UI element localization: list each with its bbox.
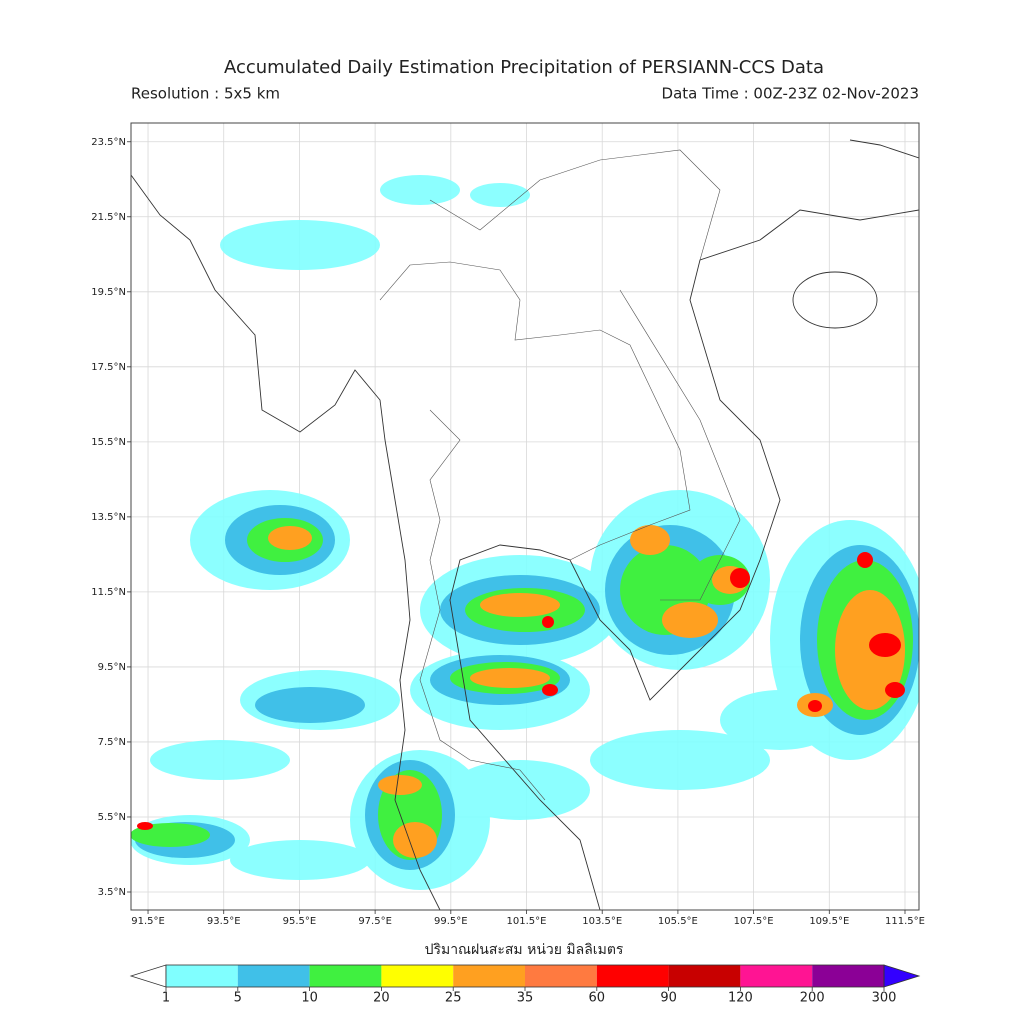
colorbar-segment: [381, 965, 454, 987]
coastline: [449, 209, 919, 910]
colorbar-tick-label: 200: [800, 991, 825, 1006]
colorbar-tick-label: 35: [517, 991, 534, 1006]
x-tick-label: 103.5°E: [582, 916, 622, 927]
colorbar-tick-label: 10: [301, 991, 318, 1006]
x-tick-label: 111.5°E: [885, 916, 925, 927]
colorbar-segment: [237, 965, 310, 987]
resolution: Resolution : 5x5 km: [131, 85, 280, 103]
rain-extreme: [137, 552, 905, 830]
x-tick-label: 99.5°E: [434, 916, 468, 927]
colorbar-under: [129, 964, 167, 988]
colorbar: 1 5 10 20 25 35 60 90 120 200 300: [129, 964, 921, 1006]
y-tick-label: 21.5°N: [91, 212, 126, 223]
x-tick-label: 109.5°E: [809, 916, 849, 927]
y-tick-label: 19.5°N: [91, 287, 126, 298]
y-tick-label: 11.5°N: [91, 587, 126, 598]
precipitation: [131, 175, 919, 890]
island: [792, 271, 878, 329]
colorbar-segment: [166, 965, 238, 987]
y-tick-label: 3.5°N: [98, 887, 126, 898]
data-time: Data Time : 00Z-23Z 02-Nov-2023: [662, 85, 919, 103]
colorbar-tick-label: 60: [589, 991, 606, 1006]
colorbar-tick-label: 90: [660, 991, 677, 1006]
colorbar-segment: [453, 965, 525, 987]
x-tick-label: 97.5°E: [358, 916, 392, 927]
colorbar-tick-label: 5: [234, 991, 242, 1006]
colorbar-segment: [668, 965, 741, 987]
y-tick-label: 17.5°N: [91, 362, 126, 373]
coastline: [131, 174, 441, 910]
x-tick-label: 101.5°E: [507, 916, 547, 927]
colorbar-over: [883, 964, 921, 988]
y-tick-label: 9.5°N: [98, 662, 126, 673]
x-tick-label: 95.5°E: [283, 916, 317, 927]
colorbar-tick-label: 25: [445, 991, 462, 1006]
y-tick-label: 7.5°N: [98, 737, 126, 748]
x-tick-label: 105.5°E: [658, 916, 698, 927]
colorbar-tick-label: 20: [373, 991, 390, 1006]
colorbar-label: ปริมาณฝนสะสม หน่วย มิลลิเมตร: [425, 942, 624, 958]
colorbar-segment: [525, 965, 597, 987]
colorbar-segment: [740, 965, 813, 987]
colorbar-segment: [812, 965, 884, 987]
y-tick-label: 15.5°N: [91, 437, 126, 448]
coastlines: [131, 139, 919, 910]
y-tick-label: 13.5°N: [91, 512, 126, 523]
border: [429, 149, 741, 601]
colorbar-tick-label: 300: [872, 991, 897, 1006]
colorbar-segment: [596, 965, 669, 987]
colorbar-segment: [309, 965, 382, 987]
title: Accumulated Daily Estimation Precipitati…: [224, 57, 824, 78]
y-tick-label: 5.5°N: [98, 812, 126, 823]
border: [379, 261, 691, 801]
x-tick-label: 107.5°E: [734, 916, 774, 927]
colorbar-tick-label: 1: [162, 991, 170, 1006]
x-tick-label: 91.5°E: [131, 916, 165, 927]
colorbar-tick-label: 120: [728, 991, 753, 1006]
x-tick-label: 93.5°E: [207, 916, 241, 927]
coastline: [849, 139, 919, 159]
y-tick-label: 23.5°N: [91, 137, 126, 148]
